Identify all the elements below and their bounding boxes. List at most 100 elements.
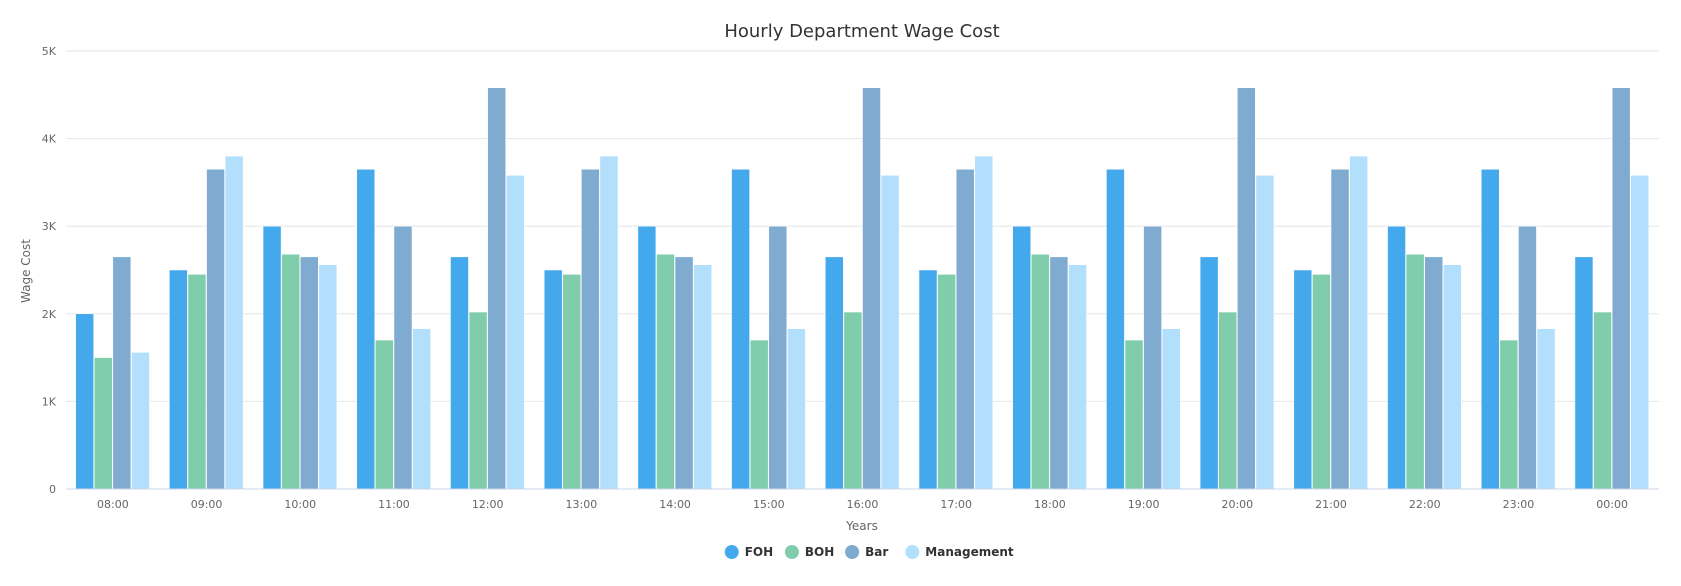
bar-boh[interactable] bbox=[1593, 311, 1612, 490]
legend: FOH BOH Bar Management bbox=[724, 545, 1014, 559]
legend-marker bbox=[845, 545, 860, 559]
bar-bar[interactable] bbox=[1330, 169, 1350, 490]
bar-management[interactable] bbox=[1349, 155, 1368, 490]
legend-item-boh[interactable]: BOH bbox=[784, 545, 834, 559]
bar-boh[interactable] bbox=[843, 311, 863, 490]
legend-label: Management bbox=[925, 545, 1014, 559]
bar-foh[interactable] bbox=[450, 256, 469, 490]
y-tick-label: 1K bbox=[42, 395, 57, 408]
bar-foh[interactable] bbox=[1012, 225, 1031, 490]
bar-management[interactable] bbox=[224, 155, 244, 490]
bar-bar[interactable] bbox=[581, 169, 600, 490]
bar-bar[interactable] bbox=[1611, 87, 1631, 490]
bar-management[interactable] bbox=[599, 155, 619, 490]
bar-foh[interactable] bbox=[918, 269, 938, 490]
bar-boh[interactable] bbox=[562, 274, 582, 490]
bar-bar[interactable] bbox=[1518, 225, 1537, 490]
bar-boh[interactable] bbox=[1124, 339, 1144, 490]
bar-bar[interactable] bbox=[1143, 225, 1162, 490]
x-tick-label: 12:00 bbox=[472, 498, 504, 511]
bar-foh[interactable] bbox=[169, 269, 188, 490]
legend-marker bbox=[724, 545, 739, 559]
bar-management[interactable] bbox=[693, 264, 712, 490]
bar-bar[interactable] bbox=[1424, 256, 1443, 490]
bar-bar[interactable] bbox=[300, 256, 319, 490]
bar-management[interactable] bbox=[1255, 175, 1275, 490]
bar-management[interactable] bbox=[880, 175, 900, 490]
bar-foh[interactable] bbox=[1106, 169, 1125, 490]
legend-item-management[interactable]: Management bbox=[905, 545, 1014, 559]
y-tick-label: 0 bbox=[49, 483, 56, 496]
bar-management[interactable] bbox=[1536, 328, 1556, 490]
bar-management[interactable] bbox=[1161, 328, 1181, 490]
bar-management[interactable] bbox=[318, 264, 338, 490]
bar-foh[interactable] bbox=[1199, 256, 1219, 490]
bar-foh[interactable] bbox=[356, 169, 376, 490]
bar-bar[interactable] bbox=[206, 169, 225, 490]
bar-boh[interactable] bbox=[375, 339, 394, 490]
bar-management[interactable] bbox=[1068, 264, 1087, 490]
bar-foh[interactable] bbox=[262, 225, 282, 490]
bar-foh[interactable] bbox=[1387, 225, 1406, 490]
legend-item-bar[interactable]: Bar bbox=[845, 545, 888, 559]
bar-boh[interactable] bbox=[937, 274, 956, 490]
bar-bar[interactable] bbox=[862, 87, 881, 490]
bar-bar[interactable] bbox=[112, 256, 132, 490]
bar-foh[interactable] bbox=[825, 256, 844, 490]
legend-marker bbox=[784, 545, 799, 559]
x-tick-label: 13:00 bbox=[566, 498, 598, 511]
x-tick-label: 17:00 bbox=[940, 498, 972, 511]
y-tick-label: 4K bbox=[42, 133, 57, 146]
chart-title: Hourly Department Wage Cost bbox=[724, 21, 999, 42]
bar-foh[interactable] bbox=[1293, 269, 1313, 490]
bar-boh[interactable] bbox=[656, 253, 675, 490]
bar-bar[interactable] bbox=[674, 256, 694, 490]
bar-boh[interactable] bbox=[1405, 253, 1425, 490]
bar-bar[interactable] bbox=[393, 225, 413, 490]
bar-bar[interactable] bbox=[955, 169, 975, 490]
bar-foh[interactable] bbox=[543, 269, 563, 490]
x-tick-label: 09:00 bbox=[191, 498, 223, 511]
y-tick-label: 2K bbox=[42, 308, 57, 321]
bar-boh[interactable] bbox=[749, 339, 769, 490]
legend-label: FOH bbox=[745, 545, 773, 559]
bar-management[interactable] bbox=[1630, 175, 1649, 490]
y-tick-label: 5K bbox=[42, 45, 57, 58]
bar-boh[interactable] bbox=[1312, 274, 1331, 490]
bar-boh[interactable] bbox=[94, 357, 113, 490]
bar-foh[interactable] bbox=[637, 225, 657, 490]
bar-boh[interactable] bbox=[1499, 339, 1519, 490]
bar-management[interactable] bbox=[974, 155, 994, 490]
bar-boh[interactable] bbox=[1031, 253, 1050, 490]
x-axis-title: Years bbox=[845, 519, 878, 533]
bar-boh[interactable] bbox=[1218, 311, 1237, 490]
bar-management[interactable] bbox=[506, 175, 525, 490]
bar-foh[interactable] bbox=[1480, 169, 1500, 490]
bar-management[interactable] bbox=[131, 352, 150, 490]
bar-foh[interactable] bbox=[1574, 256, 1594, 490]
x-tick-label: 00:00 bbox=[1596, 498, 1628, 511]
legend-item-foh[interactable]: FOH bbox=[724, 545, 773, 559]
x-tick-label: 22:00 bbox=[1409, 498, 1441, 511]
bar-bar[interactable] bbox=[1049, 256, 1069, 490]
bar-foh[interactable] bbox=[731, 169, 750, 490]
bar-boh[interactable] bbox=[187, 274, 207, 490]
y-axis-ticks: 0 1K 2K 3K 4K 5K bbox=[42, 45, 57, 496]
bar-management[interactable] bbox=[1443, 264, 1462, 490]
bar-boh[interactable] bbox=[468, 311, 488, 490]
x-tick-label: 14:00 bbox=[659, 498, 691, 511]
bar-management[interactable] bbox=[412, 328, 431, 490]
y-tick-label: 3K bbox=[42, 220, 57, 233]
bar-boh[interactable] bbox=[281, 253, 300, 490]
bar-foh[interactable] bbox=[75, 313, 94, 490]
bar-bar[interactable] bbox=[1237, 87, 1256, 490]
legend-marker bbox=[905, 545, 920, 559]
y-axis-title: Wage Cost bbox=[19, 239, 33, 303]
bar-bar[interactable] bbox=[487, 87, 506, 490]
x-axis-ticks: 08:00 09:00 10:00 11:00 12:00 13:00 14:00 15:00… bbox=[97, 498, 1628, 511]
bar-management[interactable] bbox=[787, 328, 806, 490]
bar-bar[interactable] bbox=[768, 225, 788, 490]
x-tick-label: 23:00 bbox=[1503, 498, 1535, 511]
